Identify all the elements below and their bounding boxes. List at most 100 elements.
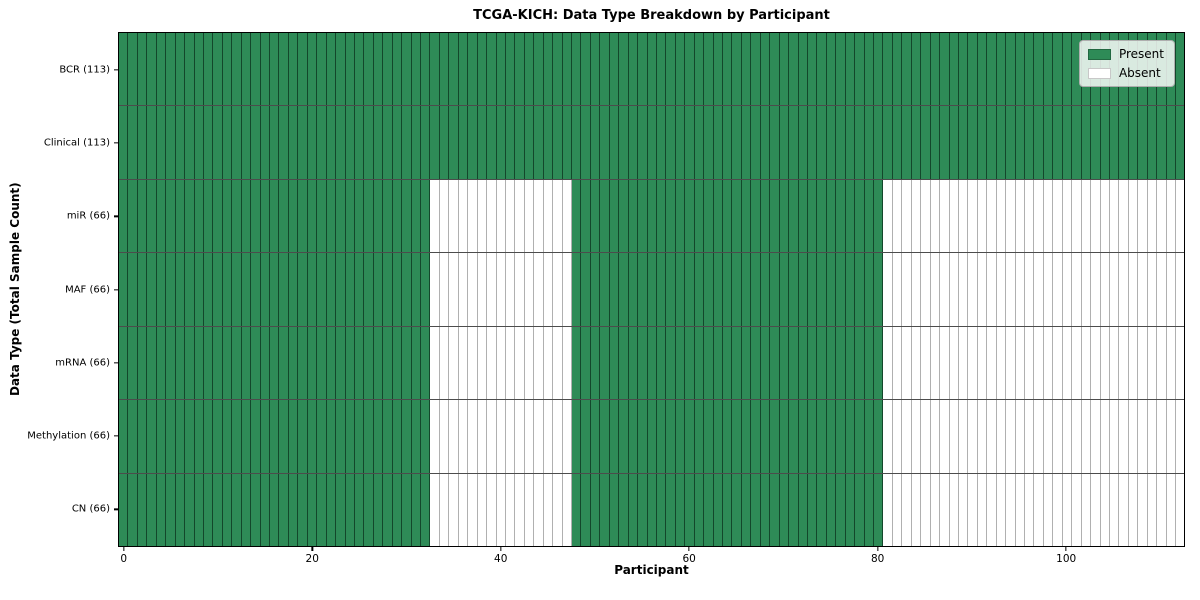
heatmap-cell [364, 179, 374, 253]
heatmap-cell [1006, 106, 1016, 179]
heatmap-cell [704, 326, 714, 400]
heatmap-cell [798, 106, 808, 179]
heatmap-cell [798, 179, 808, 253]
heatmap-cell [751, 33, 761, 106]
heatmap-cell [241, 179, 252, 253]
heatmap-cell [317, 33, 327, 106]
heatmap-cell [213, 179, 223, 253]
heatmap-cell [421, 473, 431, 546]
heatmap-cell [638, 253, 648, 326]
heatmap-cell [855, 326, 865, 400]
heatmap-cell [590, 326, 601, 400]
heatmap-cell [921, 326, 931, 400]
heatmap-cell [600, 326, 610, 400]
heatmap-cell [487, 400, 497, 473]
heatmap-cell [260, 179, 270, 253]
heatmap-cell [468, 33, 478, 106]
heatmap-cell [902, 253, 912, 326]
heatmap-cell [534, 106, 544, 179]
heatmap-cell [647, 179, 657, 253]
heatmap-cell [166, 179, 176, 253]
heatmap-cell [656, 473, 667, 546]
heatmap-cell [147, 326, 157, 400]
heatmap-cell [524, 400, 535, 473]
heatmap-cell [430, 253, 440, 326]
heatmap-cell [194, 253, 204, 326]
heatmap-cell [713, 473, 723, 546]
heatmap-cell [468, 473, 478, 546]
heatmap-cell [175, 33, 186, 106]
heatmap-cell [911, 400, 922, 473]
heatmap-cell [807, 179, 818, 253]
heatmap-cell [1053, 326, 1063, 400]
heatmap-cell [213, 400, 223, 473]
heatmap-cell [704, 473, 714, 546]
heatmap-cell [251, 33, 261, 106]
heatmap-cell [317, 179, 327, 253]
heatmap-cell [1006, 473, 1016, 546]
heatmap-cell [789, 253, 799, 326]
heatmap-cell [543, 179, 554, 253]
heatmap-cell [600, 473, 610, 546]
heatmap-cell [892, 400, 903, 473]
heatmap-cell [383, 473, 393, 546]
heatmap-cell [1053, 473, 1063, 546]
heatmap-cell [232, 253, 242, 326]
heatmap-cell [675, 179, 686, 253]
heatmap-cell [845, 33, 856, 106]
heatmap-cell [194, 33, 204, 106]
heatmap-cell [392, 400, 403, 473]
heatmap-cell [1025, 400, 1035, 473]
heatmap-cell [147, 33, 157, 106]
heatmap-cell [1043, 253, 1054, 326]
heatmap-cell [807, 400, 818, 473]
heatmap-row-BCR [119, 33, 1185, 107]
heatmap-cell [675, 326, 686, 400]
heatmap-cell [656, 326, 667, 400]
heatmap-cell [987, 33, 997, 106]
heatmap-cell [430, 33, 440, 106]
heatmap-cell [685, 33, 695, 106]
heatmap-cell [487, 179, 497, 253]
heatmap-cell [1072, 179, 1082, 253]
heatmap-cell [524, 253, 535, 326]
heatmap-cell [1072, 400, 1082, 473]
heatmap-cell [694, 179, 705, 253]
heatmap-cell [770, 400, 780, 473]
heatmap-cell [458, 253, 469, 326]
heatmap-cell [411, 253, 421, 326]
heatmap-cell [326, 473, 337, 546]
y-tick-mark [114, 142, 119, 144]
heatmap-cell [128, 253, 138, 326]
heatmap-cell [260, 473, 270, 546]
heatmap-cell [996, 473, 1007, 546]
heatmap-cell [477, 253, 488, 326]
heatmap-cell [534, 253, 544, 326]
heatmap-cell [421, 400, 431, 473]
heatmap-cell [1072, 473, 1082, 546]
heatmap-cell [1100, 253, 1110, 326]
heatmap-cell [477, 400, 488, 473]
heatmap-cell [524, 326, 535, 400]
heatmap-cell [1053, 33, 1063, 106]
heatmap-cell [1128, 400, 1139, 473]
heatmap-cell [1081, 400, 1092, 473]
heatmap-cell [930, 106, 941, 179]
heatmap-cell [128, 473, 138, 546]
heatmap-cell [609, 473, 620, 546]
heatmap-cell [619, 326, 629, 400]
heatmap-cell [383, 106, 393, 179]
heatmap-cell [439, 400, 450, 473]
heatmap-cell [826, 400, 837, 473]
heatmap-cell [977, 326, 988, 400]
heatmap-cell [807, 33, 818, 106]
heatmap-cell [326, 106, 337, 179]
heatmap-cell [949, 326, 959, 400]
heatmap-cell [1081, 253, 1092, 326]
heatmap-cell [326, 326, 337, 400]
heatmap-cell [553, 253, 563, 326]
heatmap-cell [977, 253, 988, 326]
heatmap-cell [656, 106, 667, 179]
heatmap-cell [156, 106, 167, 179]
heatmap-cell [1119, 400, 1129, 473]
